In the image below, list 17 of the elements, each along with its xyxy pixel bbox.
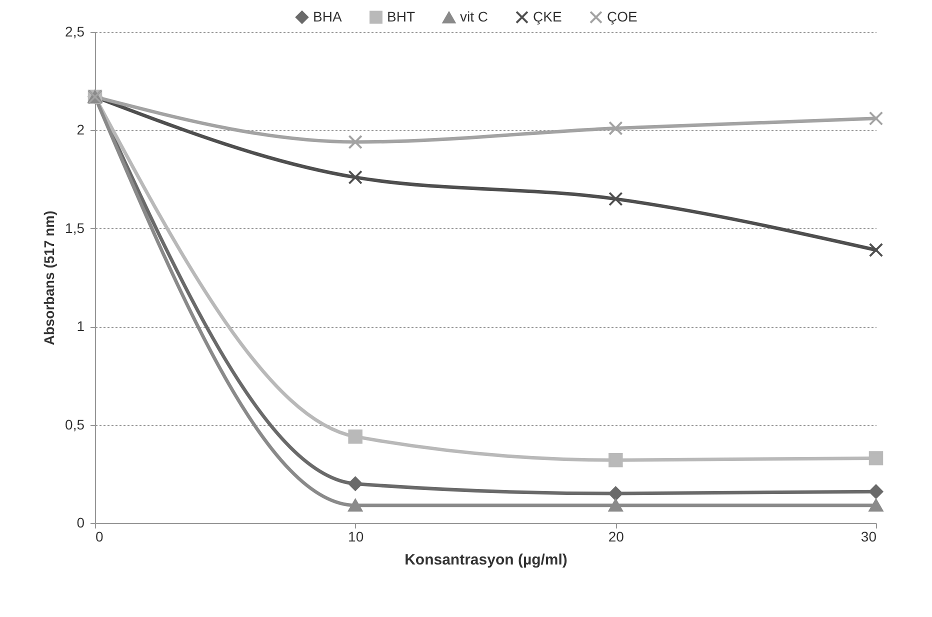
y-tick-label: 0,5: [65, 416, 85, 432]
y-tick-label: 0: [76, 514, 85, 530]
x-tick-label: 10: [348, 528, 364, 544]
y-tick-label: 2: [76, 122, 85, 138]
x-tick-label: 0: [96, 528, 104, 544]
y-axis-title: Absorbans (517 nm): [41, 210, 58, 346]
y-tick-label: 1,5: [65, 220, 85, 236]
legend-label: vit C: [460, 8, 488, 25]
y-tick-label: 1: [76, 318, 85, 334]
x-axis-title: Konsantrasyon (µg/ml): [404, 552, 568, 568]
y-tick-label: 2,5: [65, 24, 85, 40]
x-tick-label: 30: [860, 528, 877, 544]
legend-label: ÇOE: [607, 8, 638, 24]
legend-label: ÇKE: [533, 8, 562, 24]
legend-label: BHA: [313, 8, 342, 24]
legend-label: BHT: [387, 8, 416, 24]
x-tick-label: 20: [608, 528, 624, 544]
